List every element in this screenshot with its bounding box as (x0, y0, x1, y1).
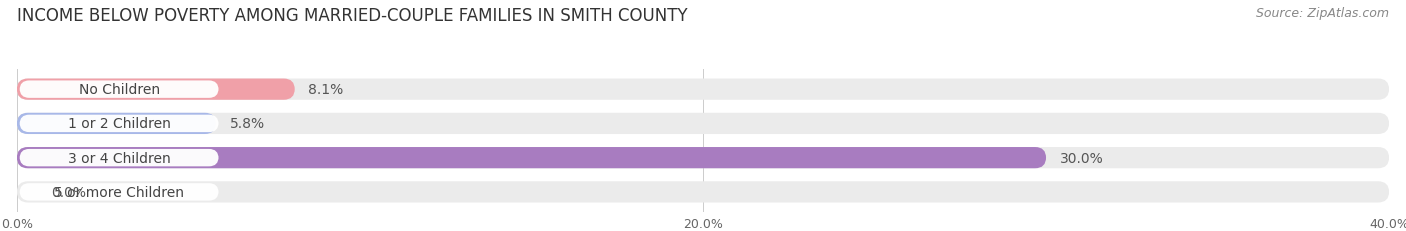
FancyBboxPatch shape (20, 81, 218, 98)
FancyBboxPatch shape (17, 79, 295, 100)
Text: Source: ZipAtlas.com: Source: ZipAtlas.com (1256, 7, 1389, 20)
Text: 3 or 4 Children: 3 or 4 Children (67, 151, 170, 165)
Text: 0.0%: 0.0% (51, 185, 86, 199)
FancyBboxPatch shape (20, 183, 218, 201)
FancyBboxPatch shape (17, 182, 1389, 203)
FancyBboxPatch shape (20, 115, 218, 133)
FancyBboxPatch shape (20, 149, 218, 167)
FancyBboxPatch shape (17, 147, 1046, 169)
Text: 5.8%: 5.8% (229, 117, 264, 131)
FancyBboxPatch shape (17, 147, 1389, 169)
FancyBboxPatch shape (17, 113, 217, 134)
Text: 8.1%: 8.1% (308, 83, 343, 97)
FancyBboxPatch shape (17, 79, 1389, 100)
Text: No Children: No Children (79, 83, 160, 97)
FancyBboxPatch shape (17, 113, 1389, 134)
Text: 5 or more Children: 5 or more Children (53, 185, 184, 199)
Text: INCOME BELOW POVERTY AMONG MARRIED-COUPLE FAMILIES IN SMITH COUNTY: INCOME BELOW POVERTY AMONG MARRIED-COUPL… (17, 7, 688, 25)
Text: 30.0%: 30.0% (1060, 151, 1104, 165)
Text: 1 or 2 Children: 1 or 2 Children (67, 117, 170, 131)
